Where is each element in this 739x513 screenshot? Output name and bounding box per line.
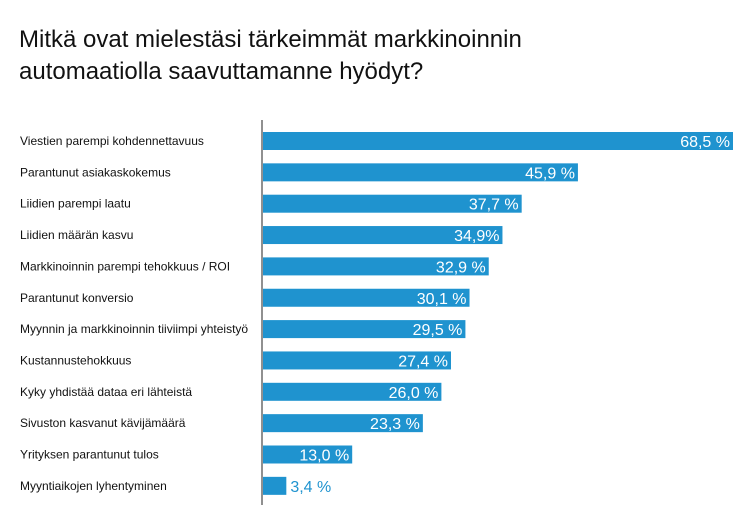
category-label: Viestien parempi kohdennettavuus	[20, 134, 204, 148]
bar-rows: Viestien parempi kohdennettavuus 68,5 % Pa…	[20, 132, 733, 496]
category-label: Parantunut konversio	[20, 291, 134, 305]
bar	[263, 194, 522, 213]
category-label: Parantunut asiakaskokemus	[20, 165, 171, 179]
value-label: 45,9 %	[525, 165, 575, 182]
value-label: 3,4 %	[290, 479, 331, 496]
value-label: 30,1 %	[417, 291, 467, 308]
bar	[263, 226, 503, 245]
chart-title-line1: Mitkä ovat mielestäsi tärkeimmät markkin…	[19, 26, 522, 53]
bar	[263, 163, 578, 182]
bar	[263, 476, 287, 495]
value-label: 27,4 %	[398, 353, 448, 370]
value-label: 37,7 %	[469, 197, 519, 214]
value-label: 26,0 %	[389, 385, 439, 402]
value-label: 13,0 %	[299, 448, 349, 465]
bar	[263, 288, 470, 307]
value-label: 23,3 %	[370, 416, 420, 433]
category-label: Sivuston kasvanut kävijämäärä	[20, 416, 186, 430]
chart-title-line2: automaatiolla saavuttamanne hyödyt?	[19, 58, 424, 85]
category-label: Liidien määrän kasvu	[20, 228, 133, 242]
bar	[263, 445, 353, 464]
bar	[263, 132, 733, 150]
value-label: 29,5 %	[413, 322, 463, 339]
category-label: Myynnin ja markkinoinnin tiiviimpi yhtei…	[20, 322, 248, 336]
category-label: Markkinoinnin parempi tehokkuus / ROI	[20, 259, 230, 273]
chart-title: Mitkä ovat mielestäsi tärkeimmät markkin…	[19, 24, 719, 88]
category-label: Kustannustehokkuus	[20, 353, 131, 367]
category-label: Liidien parempi laatu	[20, 197, 131, 211]
value-label: 34,9%	[454, 228, 499, 245]
category-label: Kyky yhdistää dataa eri lähteistä	[20, 385, 192, 399]
bar	[263, 382, 442, 401]
bar	[263, 320, 466, 339]
bar	[263, 351, 451, 370]
value-label: 68,5 %	[680, 134, 730, 151]
bar	[263, 257, 489, 276]
bar	[263, 414, 423, 433]
value-label: 32,9 %	[436, 259, 486, 276]
category-label: Yrityksen parantunut tulos	[20, 448, 159, 462]
category-label: Myyntiaikojen lyhentyminen	[20, 479, 167, 493]
